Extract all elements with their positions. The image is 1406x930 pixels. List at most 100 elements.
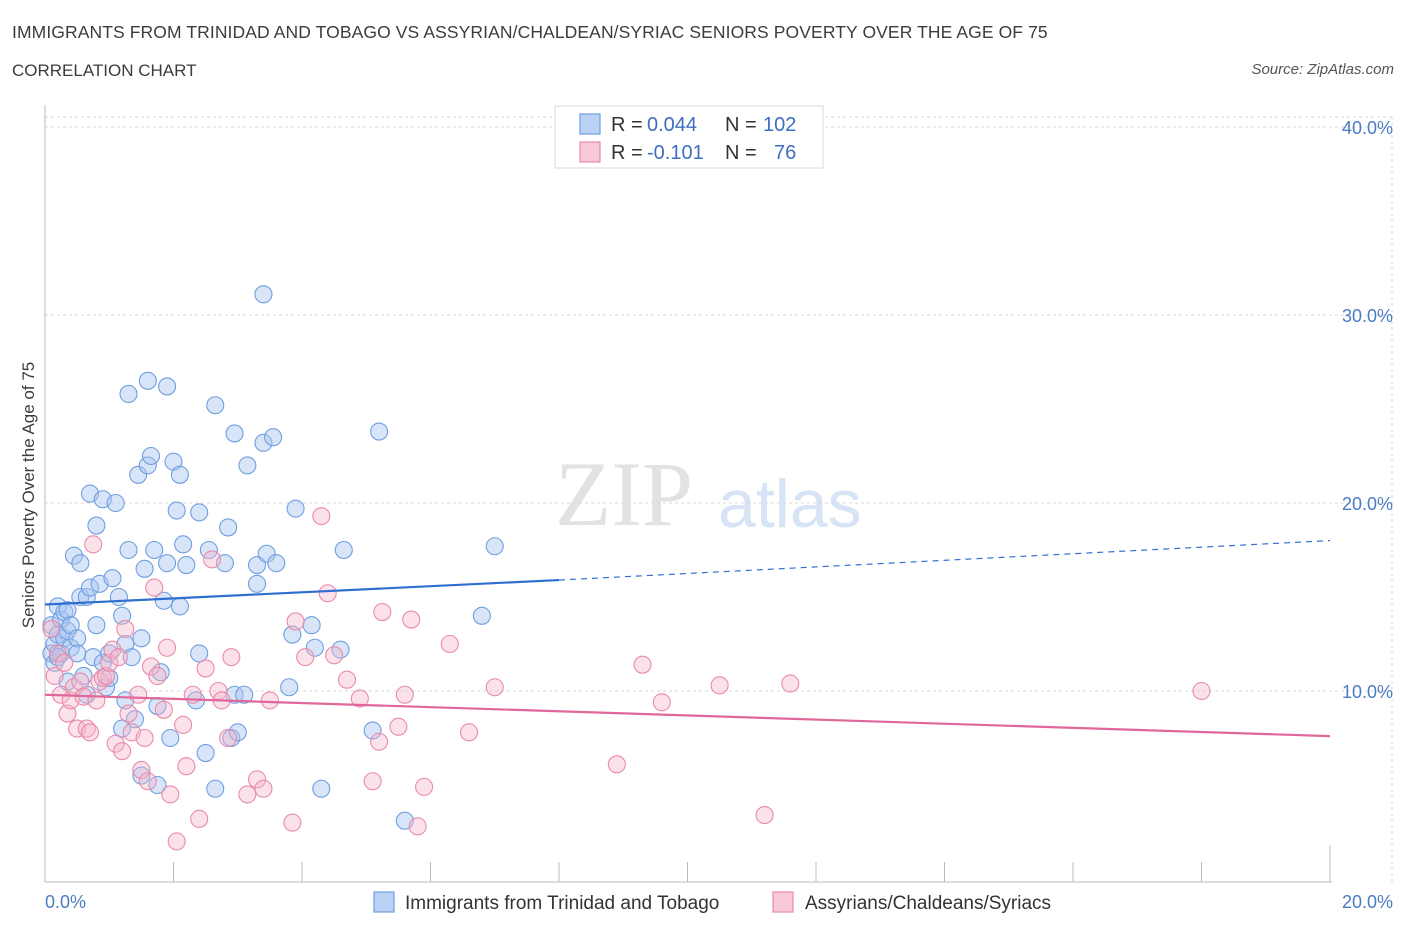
point-trinidad-66 [206,396,225,415]
source-label: Source: ZipAtlas.com [1251,61,1394,78]
x-tick-label-0: 0.0% [45,892,86,912]
point-trinidad-46 [141,446,161,466]
point-assyrian-49 [254,779,273,798]
point-trinidad-79 [254,433,273,452]
point-assyrian-33 [154,700,173,719]
y-tick-label-2: 30.0% [1342,306,1393,326]
point-trinidad-82 [267,554,286,573]
point-assyrian-31 [145,578,164,597]
point-assyrian-60 [370,732,389,751]
point-trinidad-30 [103,569,122,588]
point-assyrian-70 [607,755,626,774]
point-trinidad-80 [257,544,276,563]
point-trinidad-76 [247,574,267,593]
point-trinidad-75 [238,456,257,475]
point-assyrian-71 [633,655,652,674]
point-assyrian-22 [113,742,132,761]
point-trinidad-48 [148,775,167,795]
point-trinidad-64 [196,743,215,763]
point-trinidad-83 [280,678,299,697]
point-trinidad-90 [334,540,353,560]
point-assyrian-53 [296,648,315,667]
point-trinidad-12 [61,616,80,635]
point-trinidad-94 [472,606,491,625]
point-trinidad-16 [71,587,90,607]
y-tick-label-3: 40.0% [1342,118,1393,138]
point-assyrian-45 [219,728,238,748]
point-trinidad-85 [286,499,305,518]
point-trinidad-72 [225,424,244,443]
point-assyrian-38 [177,757,196,776]
point-trinidad-57 [170,597,189,616]
bottom-legend-swatch-blue [373,891,395,913]
point-assyrian-0 [42,619,61,639]
point-trinidad-43 [135,559,154,578]
point-assyrian-66 [415,777,434,796]
point-assyrian-23 [116,619,135,639]
point-trinidad-2 [45,653,64,672]
point-trinidad-21 [80,578,100,597]
point-trinidad-92 [370,422,389,441]
axes [44,105,1332,883]
point-trinidad-59 [174,535,193,554]
point-trinidad-15 [68,629,87,648]
point-assyrian-57 [337,670,357,689]
point-trinidad-37 [119,384,138,404]
point-assyrian-9 [71,672,90,691]
point-trinidad-69 [219,518,238,537]
point-assyrian-62 [389,717,408,736]
point-assyrian-32 [148,666,167,686]
point-trinidad-10 [58,601,77,620]
point-assyrian-69 [485,678,504,697]
point-assyrian-51 [283,813,302,832]
point-trinidad-73 [228,723,247,742]
point-assyrian-68 [459,723,479,742]
legend-n-label-2: N = [725,142,757,164]
trend-lines [44,540,1331,738]
point-assyrian-59 [363,772,382,791]
legend-n-value-1: 102 [763,114,796,136]
point-trinidad-32 [109,587,128,607]
point-assyrian-19 [103,640,122,659]
point-assyrian-12 [80,723,100,742]
trend-assyrian [44,693,1331,738]
point-trinidad-29 [100,668,119,687]
point-assyrian-52 [286,612,305,631]
legend-r-label-1: R = [611,114,643,136]
point-trinidad-62 [190,503,209,522]
point-assyrian-50 [260,691,279,710]
point-trinidad-41 [132,629,151,648]
x-tick-label-1: 20.0% [1342,892,1393,912]
legend-r-value-1: 0.044 [647,114,697,136]
point-assyrian-75 [781,674,800,693]
tick-labels: 10.0% 20.0% 30.0% 40.0% 0.0% 20.0% [45,118,1393,912]
point-assyrian-41 [196,659,215,678]
point-assyrian-36 [167,832,186,851]
point-assyrian-37 [174,715,193,734]
y-tick-label-1: 20.0% [1342,494,1393,514]
point-trinidad-91 [363,721,382,740]
point-assyrian-67 [440,634,459,654]
point-trinidad-52 [158,554,177,573]
point-trinidad-67 [206,779,225,798]
point-trinidad-63 [190,644,209,663]
point-trinidad-47 [145,540,164,560]
point-trinidad-38 [122,648,141,667]
point-assyrian-40 [190,809,209,828]
point-assyrian-34 [158,638,177,657]
point-trinidad-78 [254,285,273,304]
y-tick-label-0: 10.0% [1342,682,1393,702]
point-trinidad-88 [312,779,331,798]
point-trinidad-23 [87,516,106,535]
top-legend: R = 0.044 N = 102 R = -0.101 N = 76 [554,105,824,169]
point-trinidad-0 [42,616,61,635]
point-assyrian-55 [318,584,337,603]
watermark-atlas: atlas [718,466,862,542]
point-assyrian-74 [755,806,774,825]
point-trinidad-54 [161,728,180,748]
trend-trinidad-dashed [558,540,1331,581]
point-trinidad-24 [87,616,106,635]
point-trinidad-56 [167,501,186,520]
point-trinidad-60 [177,555,196,575]
point-assyrian-48 [247,770,267,789]
